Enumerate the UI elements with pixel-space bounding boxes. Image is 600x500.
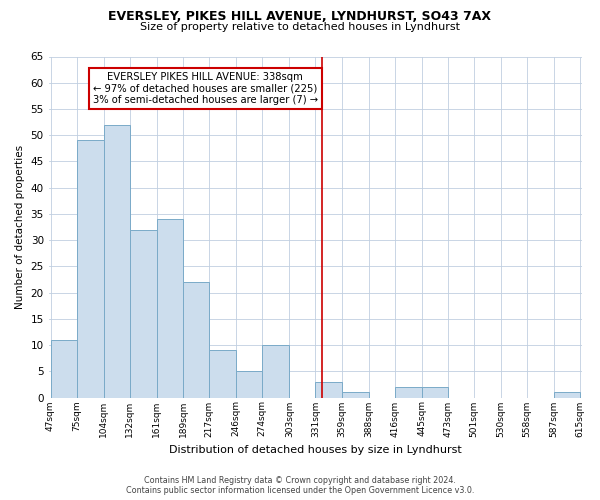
Text: EVERSLEY PIKES HILL AVENUE: 338sqm
← 97% of detached houses are smaller (225)
3%: EVERSLEY PIKES HILL AVENUE: 338sqm ← 97%…: [93, 72, 318, 106]
Bar: [236, 372, 262, 398]
Bar: [130, 230, 157, 398]
Bar: [50, 340, 77, 398]
Text: Contains HM Land Registry data © Crown copyright and database right 2024.
Contai: Contains HM Land Registry data © Crown c…: [126, 476, 474, 495]
Text: Size of property relative to detached houses in Lyndhurst: Size of property relative to detached ho…: [140, 22, 460, 32]
X-axis label: Distribution of detached houses by size in Lyndhurst: Distribution of detached houses by size …: [169, 445, 462, 455]
Bar: [554, 392, 580, 398]
Bar: [262, 345, 289, 398]
Bar: [77, 140, 104, 398]
Text: EVERSLEY, PIKES HILL AVENUE, LYNDHURST, SO43 7AX: EVERSLEY, PIKES HILL AVENUE, LYNDHURST, …: [109, 10, 491, 23]
Bar: [316, 382, 341, 398]
Bar: [422, 387, 448, 398]
Bar: [104, 124, 130, 398]
Bar: [395, 387, 422, 398]
Bar: [183, 282, 209, 398]
Y-axis label: Number of detached properties: Number of detached properties: [15, 145, 25, 309]
Bar: [209, 350, 236, 398]
Bar: [341, 392, 368, 398]
Bar: [157, 219, 183, 398]
